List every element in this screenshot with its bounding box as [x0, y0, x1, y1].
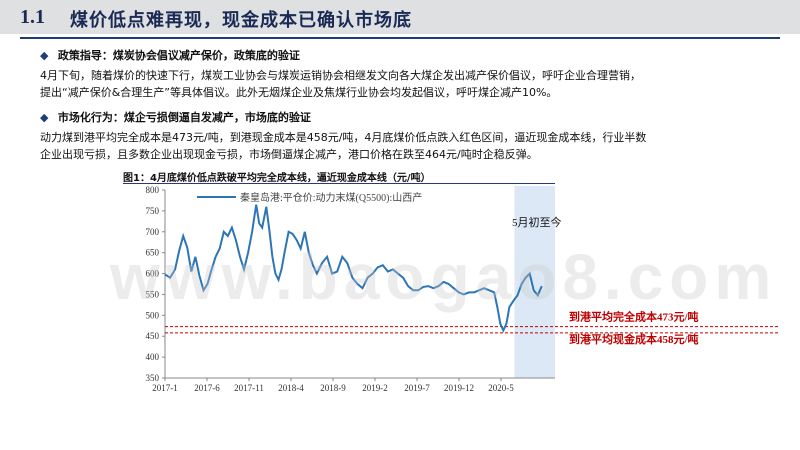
- y-tick-label: 600: [146, 269, 160, 279]
- y-tick-label: 700: [146, 227, 160, 237]
- legend-label: 秦皇岛港:平仓价:动力末煤(Q5500):山西产: [240, 191, 422, 204]
- y-tick-label: 550: [146, 289, 160, 299]
- x-tick-label: 2017-11: [234, 383, 264, 393]
- axis-layer: 350 400 450 500 550 600 650 700 750 800 2017-1 2017…: [146, 185, 555, 393]
- bullet-market-heading: 市场化行为：煤企亏损倒逼自发减产，市场底的验证: [57, 111, 311, 124]
- reference-line-label: 到港平均现金成本458元/吨: [569, 332, 699, 346]
- bullet-policy-heading: 政策指导：煤炭协会倡议减产保价，政策底的验证: [57, 49, 300, 62]
- paragraph-line: 4月下旬，随着煤价的快速下行，煤炭工业协会与煤炭运销协会相继发文向各大煤企发出减…: [40, 69, 641, 82]
- figure-title: 图1：4月底煤价低点跌破平均完全成本线，逼近现金成本线（元/吨）: [123, 173, 431, 184]
- section-number: 1.1: [20, 6, 45, 28]
- paragraph-market: 动力煤到港平均完全成本是473元/吨，到港现金成本是458元/吨，4月底煤价低点…: [40, 129, 755, 163]
- paragraph-policy: 4月下旬，随着煤价的快速下行，煤炭工业协会与煤炭运销协会相继发文向各大煤企发出减…: [40, 67, 755, 101]
- bullet-market: ◆ 市场化行为：煤企亏损倒逼自发减产，市场底的验证: [40, 109, 311, 125]
- x-tick-label: 2017-1: [152, 383, 178, 393]
- shaded-region-label: 5月初至今: [512, 215, 562, 229]
- x-tick-label: 2019-7: [404, 383, 430, 393]
- y-tick-label: 350: [146, 373, 160, 383]
- x-tick-label: 2018-9: [320, 383, 346, 393]
- series-layer: [164, 204, 543, 333]
- y-tick-label: 750: [146, 206, 160, 216]
- x-tick-label: 2019-2: [362, 383, 388, 393]
- paragraph-line: 企业出现亏损，且多数企业出现现金亏损，市场倒逼煤企减产，港口价格在跌至464元/…: [40, 148, 538, 161]
- y-tick-label: 400: [146, 352, 160, 362]
- bullet-policy: ◆ 政策指导：煤炭协会倡议减产保价，政策底的验证: [40, 47, 300, 63]
- title-bar: 1.1 煤价低点难再现，现金成本已确认市场底: [0, 0, 800, 34]
- x-tick-label: 2017-6: [194, 383, 220, 393]
- bullet-diamond-icon: ◆: [40, 49, 49, 62]
- paragraph-line: 动力煤到港平均完全成本是473元/吨，到港现金成本是458元/吨，4月底煤价低点…: [40, 131, 647, 144]
- shaded-region-layer: 5月初至今: [512, 186, 562, 378]
- page-title: 煤价低点难再现，现金成本已确认市场底: [70, 10, 412, 31]
- y-tick-label: 450: [146, 331, 160, 341]
- x-tick-label: 2019-12: [444, 383, 474, 393]
- legend: 秦皇岛港:平仓价:动力末煤(Q5500):山西产: [197, 191, 422, 204]
- reference-line-label: 到港平均完全成本473元/吨: [569, 310, 699, 324]
- figure-title-rule: [123, 183, 555, 184]
- x-tick-label: 2020-5: [488, 383, 514, 393]
- y-tick-label: 650: [146, 248, 160, 258]
- shaded-region: [514, 186, 555, 378]
- series-line: [164, 204, 543, 333]
- y-tick-label: 800: [146, 185, 160, 195]
- x-tick-label: 2018-4: [278, 383, 304, 393]
- paragraph-line: 提出“减产保价&合理生产”等具体倡议。此外无烟煤企业及焦煤行业协会均发起倡议，呼…: [40, 86, 558, 99]
- watermark: www.baogao8.com: [110, 241, 778, 313]
- bullet-diamond-icon: ◆: [40, 111, 49, 124]
- title-divider: [20, 37, 780, 39]
- y-tick-label: 500: [146, 310, 160, 320]
